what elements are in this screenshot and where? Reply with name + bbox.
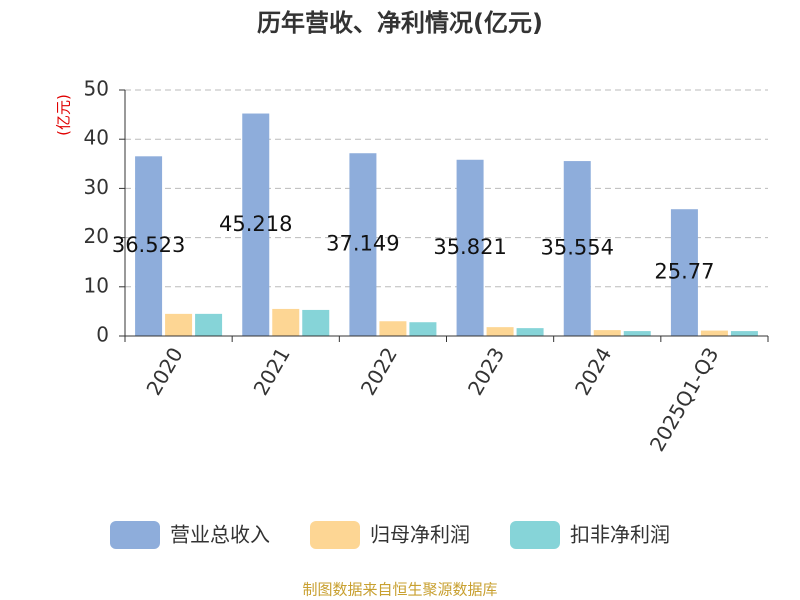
source-note: 制图数据来自恒生聚源数据库 — [302, 581, 497, 599]
y-tick-label: 30 — [84, 175, 109, 199]
value-label: 37.149 — [326, 232, 399, 256]
legend-swatch — [310, 521, 360, 549]
bar — [670, 209, 698, 336]
bar — [516, 328, 544, 336]
y-tick-label: 40 — [84, 126, 109, 150]
bar — [456, 159, 484, 336]
y-tick-label: 50 — [84, 77, 109, 101]
y-axis-label: (亿元) — [55, 94, 73, 136]
y-tick-label: 0 — [96, 323, 109, 347]
value-label: 35.821 — [433, 235, 506, 259]
bar — [563, 161, 591, 336]
bar — [593, 330, 621, 336]
x-tick-label: 2023 — [463, 343, 509, 399]
y-tick-label: 10 — [84, 273, 109, 297]
bar — [486, 327, 514, 336]
legend-label: 归母净利润 — [370, 523, 470, 547]
bar — [165, 313, 193, 336]
bar — [242, 113, 270, 337]
legend-label: 营业总收入 — [170, 523, 270, 547]
value-label: 36.523 — [112, 233, 185, 257]
legend-swatch — [510, 521, 560, 549]
bar — [195, 313, 223, 336]
bar — [623, 331, 651, 336]
value-label: 35.554 — [541, 236, 614, 260]
x-tick-label: 2024 — [570, 343, 616, 399]
legend-label: 扣非净利润 — [570, 523, 670, 547]
x-tick-label: 2022 — [356, 343, 402, 399]
value-label: 45.218 — [219, 212, 292, 236]
bar — [700, 330, 728, 336]
bar — [272, 308, 300, 336]
y-tick-label: 20 — [84, 224, 109, 248]
value-label: 25.77 — [654, 260, 714, 284]
bar — [135, 156, 163, 336]
bar — [302, 309, 330, 336]
bar — [349, 153, 377, 336]
chart-title: 历年营收、净利情况(亿元) — [257, 9, 543, 37]
bar — [379, 321, 407, 336]
x-tick-label: 2025Q1-Q3 — [645, 343, 724, 455]
bar — [730, 331, 758, 336]
x-tick-label: 2021 — [249, 343, 295, 399]
bar — [409, 322, 437, 336]
x-tick-label: 2020 — [141, 343, 187, 399]
legend-swatch — [110, 521, 160, 549]
